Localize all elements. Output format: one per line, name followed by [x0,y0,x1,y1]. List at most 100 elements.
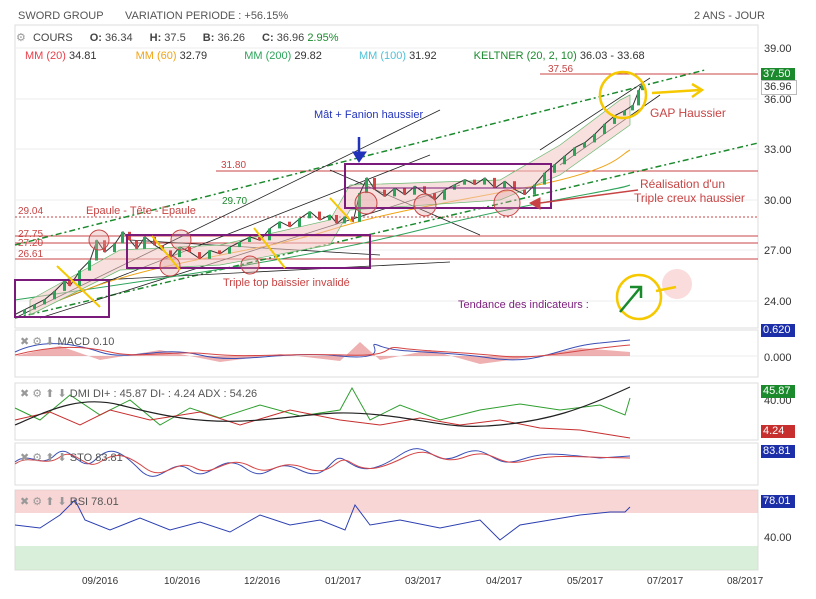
candle [218,250,221,254]
candle [288,221,291,227]
candle [473,179,476,185]
macd-label: ✖ ⚙ ⬇ MACD 0.10 [20,335,114,348]
arrow-up-icon[interactable]: ⬆ [45,388,55,400]
candle [153,236,156,246]
candle [238,242,241,248]
gear-icon[interactable]: ⚙ [32,452,43,464]
x-tick: 04/2017 [486,576,523,587]
candle [178,247,181,258]
candle [103,240,106,253]
candle [68,280,71,286]
triple-creux-box [344,187,552,209]
candle [198,252,201,259]
x-tick: 07/2017 [647,576,684,587]
annotation-realisation: Réalisation d'un Triple creux haussier [634,177,745,205]
gear-icon[interactable]: ⚙ [32,336,43,348]
mm100-legend[interactable]: MM (100) 31.92 [358,50,437,62]
open-value: 36.34 [105,32,133,44]
gap-circle [598,70,648,120]
variation-periode: VARIATION PERIODE : +56.15% [125,10,289,22]
mm60-legend[interactable]: MM (60) 32.79 [135,50,208,62]
candle [113,243,116,253]
mm200-legend[interactable]: MM (200) 29.82 [244,50,322,62]
level-label: 31.80 [221,160,246,171]
annotation-realisation-line1: Réalisation d'un [640,177,726,191]
level-label: 37.56 [548,64,573,75]
dmi-label-text: DMI DI+ : 45.87 DI- : 4.24 ADX : 54.26 [69,388,258,400]
x-axis: 09/2016 10/2016 12/2016 01/2017 03/2017 … [82,576,764,587]
arrow-down-icon[interactable]: ⬇ [57,388,67,400]
x-tick: 08/2017 [727,576,764,587]
candle [298,218,301,227]
candle [143,236,146,249]
arrow-up-icon[interactable]: ⬆ [45,496,55,508]
macd-signal [14,344,631,358]
arrow-up-icon[interactable]: ⬆ [45,452,55,464]
candle [351,216,354,222]
arrow-down-icon[interactable]: ⬇ [57,496,67,508]
candle [121,231,124,244]
close-icon[interactable]: ✖ [20,496,30,508]
candle [373,177,376,190]
sto-panel [14,442,759,486]
dmi-label: ✖ ⚙ ⬆ ⬇ DMI DI+ : 45.87 DI- : 4.24 ADX :… [20,387,257,400]
candle [593,134,596,143]
candle [573,147,576,156]
badge-dmi-plus: 45.87 [761,385,795,398]
level-label: 27.75 [18,229,43,240]
change-value: 2.95% [307,32,339,44]
close-icon[interactable]: ✖ [20,388,30,400]
candle [308,211,311,219]
candle [423,186,426,193]
pattern-circles [88,189,521,277]
macd-line [14,339,631,361]
arrow-down-icon[interactable]: ⬇ [57,452,67,464]
candle [623,110,626,116]
keltner-legend[interactable]: KELTNER (20, 2, 10) 36.03 - 33.68 [473,50,645,62]
keltner-band [29,94,631,316]
sto-label-text: STO 83.81 [69,452,123,464]
sto-label: ✖ ⚙ ⬆ ⬇ STO 83.81 [20,451,123,464]
annotation-mat: Mât + Fanion haussier [314,109,424,121]
candle [563,155,566,165]
candle [533,184,536,195]
period-selector[interactable]: 2 ANS - JOUR [694,10,765,22]
candle [413,186,416,195]
candle [23,309,26,315]
badge-rsi: 78.01 [761,495,795,508]
candle [443,189,446,200]
badge-price-close: 36.96 [761,80,797,95]
close-icon[interactable]: ✖ [20,452,30,464]
mm20-legend[interactable]: MM (20) 34.81 [25,50,97,62]
high-label: H: [149,32,162,44]
annotation-realisation-line2: Triple creux haussier [634,191,745,205]
level-label: 27.20 [18,238,43,249]
rsi-tick: 40.00 [764,532,792,544]
open-label: O: [89,32,102,44]
gear-icon[interactable]: ⚙ [32,388,43,400]
arrow-down-icon[interactable]: ⬇ [45,336,55,348]
high-value: 37.5 [164,32,186,44]
annotation-tendance: Tendance des indicateurs : [458,299,589,311]
candle [258,236,261,241]
macd-histogram [15,342,630,364]
candle [278,221,281,229]
x-tick: 01/2017 [325,576,362,587]
level-label: 26.61 [18,249,43,260]
candle [463,179,466,185]
gear-icon[interactable]: ⚙ [16,32,26,44]
gear-icon[interactable]: ⚙ [32,496,43,508]
badge-macd: 0.620 [761,324,795,337]
rsi-label: ✖ ⚙ ⬆ ⬇ RSI 78.01 [20,495,119,508]
candle [613,115,616,124]
candle [403,188,406,195]
annotation-epaule: Epaule - Tête - Epaule [86,205,196,217]
macd-panel [14,329,759,378]
annotation-gap: GAP Haussier [650,106,726,120]
ohlc-legend: ⚙ COURS O: 36.34 H: 37.5 B: 36.26 C: 36.… [16,31,339,44]
candle [88,260,91,271]
close-icon[interactable]: ✖ [20,336,30,348]
tendance-circle [615,273,663,321]
candle [318,211,321,220]
